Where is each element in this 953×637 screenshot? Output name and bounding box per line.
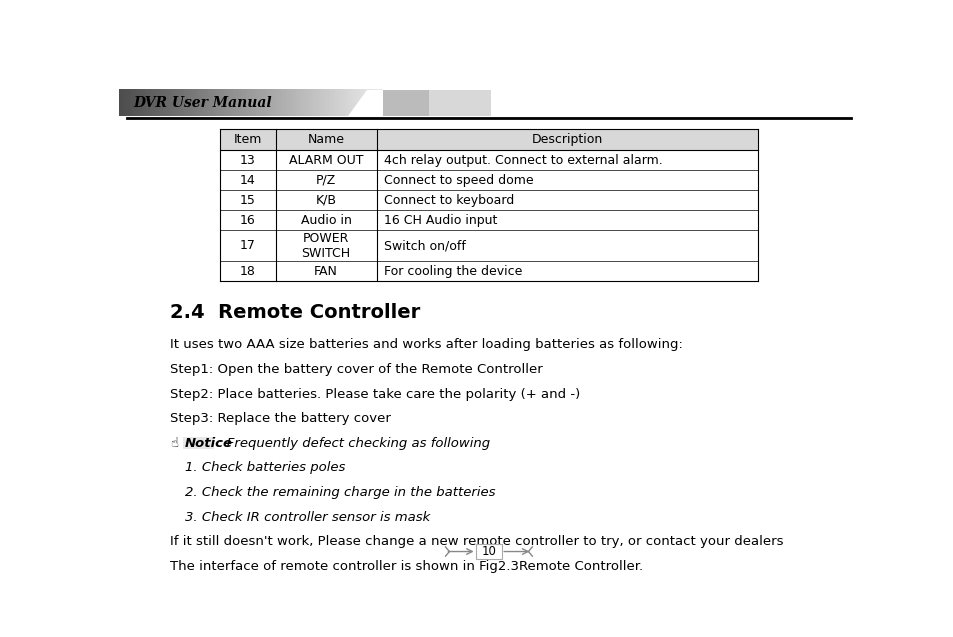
Text: Switch on/off: Switch on/off: [384, 240, 466, 252]
Text: 14: 14: [240, 174, 255, 187]
Text: If it still doesn't work, Please change a new remote controller to try, or conta: If it still doesn't work, Please change …: [170, 535, 782, 548]
Text: Audio in: Audio in: [300, 214, 352, 227]
FancyBboxPatch shape: [220, 129, 757, 150]
Text: The interface of remote controller is shown in Fig2.3Remote Controller.: The interface of remote controller is sh…: [170, 560, 642, 573]
Text: Connect to keyboard: Connect to keyboard: [384, 194, 514, 207]
Text: POWER
SWITCH: POWER SWITCH: [301, 232, 351, 260]
Text: : Frequently defect checking as following: : Frequently defect checking as followin…: [217, 437, 489, 450]
FancyBboxPatch shape: [274, 90, 352, 117]
Text: 17: 17: [240, 240, 255, 252]
Text: 1. Check batteries poles: 1. Check batteries poles: [185, 461, 345, 475]
Text: 10: 10: [481, 545, 496, 558]
Polygon shape: [348, 90, 382, 117]
Text: 2. Check the remaining charge in the batteries: 2. Check the remaining charge in the bat…: [185, 486, 496, 499]
Text: Connect to speed dome: Connect to speed dome: [384, 174, 534, 187]
Text: 18: 18: [240, 265, 255, 278]
Text: Step1: Open the battery cover of the Remote Controller: Step1: Open the battery cover of the Rem…: [170, 363, 542, 376]
Text: Item: Item: [233, 133, 262, 146]
FancyBboxPatch shape: [183, 437, 213, 449]
Text: DVR User Manual: DVR User Manual: [133, 96, 272, 110]
Text: Name: Name: [308, 133, 344, 146]
Text: Step2: Place batteries. Please take care the polarity (+ and -): Step2: Place batteries. Please take care…: [170, 387, 579, 401]
Text: Description: Description: [531, 133, 602, 146]
Text: FAN: FAN: [314, 265, 337, 278]
Text: P/Z: P/Z: [315, 174, 336, 187]
Text: K/B: K/B: [315, 194, 336, 207]
Text: ALARM OUT: ALARM OUT: [289, 154, 363, 167]
Text: ☝: ☝: [170, 437, 177, 450]
Text: It uses two AAA size batteries and works after loading batteries as following:: It uses two AAA size batteries and works…: [170, 338, 681, 351]
Text: 3. Check IR controller sensor is mask: 3. Check IR controller sensor is mask: [185, 511, 430, 524]
Text: Notice: Notice: [185, 437, 233, 450]
FancyBboxPatch shape: [429, 90, 491, 117]
Text: 4ch relay output. Connect to external alarm.: 4ch relay output. Connect to external al…: [384, 154, 662, 167]
Text: Step3: Replace the battery cover: Step3: Replace the battery cover: [170, 412, 390, 425]
Text: 13: 13: [240, 154, 255, 167]
FancyBboxPatch shape: [119, 90, 274, 117]
FancyBboxPatch shape: [352, 90, 429, 117]
Text: 15: 15: [240, 194, 255, 207]
FancyBboxPatch shape: [476, 544, 501, 559]
Text: For cooling the device: For cooling the device: [384, 265, 522, 278]
Text: 2.4  Remote Controller: 2.4 Remote Controller: [170, 303, 419, 322]
Text: 16 CH Audio input: 16 CH Audio input: [384, 214, 497, 227]
Text: 16: 16: [240, 214, 255, 227]
